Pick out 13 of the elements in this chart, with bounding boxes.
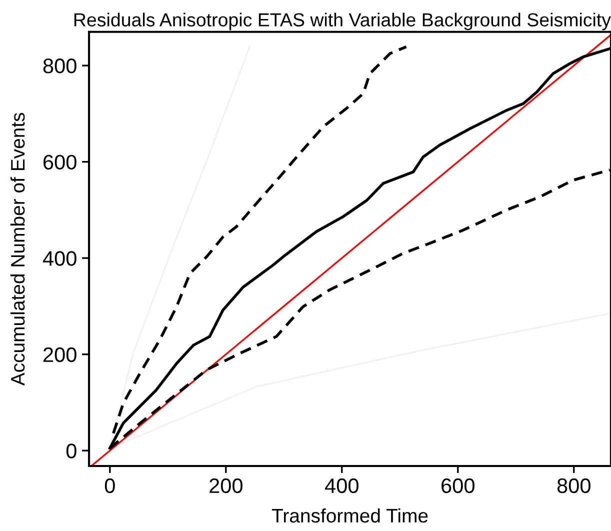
x-tick-label: 800: [557, 478, 590, 494]
x-axis-title: Transformed Time: [272, 508, 428, 523]
x-tick-label: 200: [210, 478, 242, 494]
chart-title: Residuals Anisotropic ETAS with Variable Background Seismicity: [74, 12, 611, 30]
x-tick-label: 400: [324, 478, 358, 494]
y-tick-label: 0: [66, 444, 76, 458]
y-axis-title: Accumulated Number of Events: [10, 112, 25, 386]
y-tick-label: 800: [43, 58, 76, 74]
x-tick-label: 600: [442, 478, 474, 494]
y-tick-label: 400: [42, 251, 76, 266]
y-tick-label: 600: [44, 154, 76, 170]
x-tick-label: 0: [104, 478, 115, 494]
y-tick-label: 200: [44, 347, 76, 362]
